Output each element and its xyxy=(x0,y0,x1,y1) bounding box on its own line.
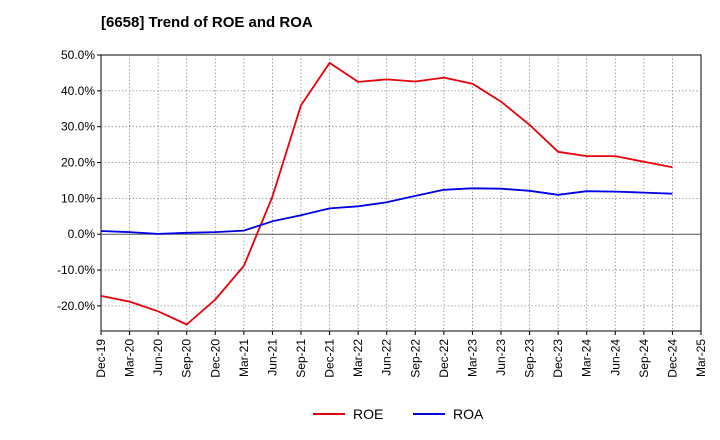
x-tick-label: Dec-19 xyxy=(94,339,108,378)
x-tick-label: Jun-20 xyxy=(151,339,165,376)
x-tick-label: Mar-23 xyxy=(465,339,479,377)
x-tick-label: Sep-22 xyxy=(408,339,422,378)
x-tick-label: Jun-24 xyxy=(608,339,622,376)
x-tick-label: Dec-22 xyxy=(437,339,451,378)
y-tick-label: 20.0% xyxy=(61,156,95,170)
series-line-roe xyxy=(100,62,673,326)
x-tick-label: Sep-23 xyxy=(523,339,537,378)
legend-label-roa: ROA xyxy=(453,406,484,422)
x-tick-label: Dec-21 xyxy=(323,339,337,378)
x-tick-label: Dec-24 xyxy=(665,339,679,378)
y-axis-ticks: 50.0% 40.0% 30.0% 20.0% 10.0% 0.0% -10.0% -20.0… xyxy=(57,48,101,313)
x-tick-label: Dec-23 xyxy=(551,339,565,378)
legend: ROE ROA xyxy=(313,406,484,422)
y-tick-label: 40.0% xyxy=(61,84,95,98)
x-tick-label: Mar-21 xyxy=(237,339,251,377)
x-tick-label: Sep-21 xyxy=(294,339,308,378)
x-tick-label: Sep-24 xyxy=(637,339,651,378)
y-tick-label: -10.0% xyxy=(57,263,95,277)
x-tick-label: Mar-20 xyxy=(123,339,137,377)
y-tick-label: 10.0% xyxy=(61,191,95,205)
x-tick-label: Dec-20 xyxy=(208,339,222,378)
x-tick-label: Mar-25 xyxy=(694,339,708,377)
x-tick-label: Jun-23 xyxy=(494,339,508,376)
x-tick-label: Jun-21 xyxy=(265,339,279,376)
chart-title: [6658] Trend of ROE and ROA xyxy=(101,14,313,31)
x-tick-label: Sep-20 xyxy=(180,339,194,378)
grid-lines xyxy=(101,55,701,331)
y-tick-label: 50.0% xyxy=(61,48,95,62)
plot-area xyxy=(100,54,702,332)
y-tick-label: -20.0% xyxy=(57,299,95,313)
x-axis-ticks: Dec-19 Mar-20 Jun-20 Sep-20 Dec-20 Mar-21 Jun-… xyxy=(94,331,708,378)
y-tick-label: 0.0% xyxy=(68,227,96,241)
legend-label-roe: ROE xyxy=(353,406,383,422)
x-tick-label: Jun-22 xyxy=(380,339,394,376)
x-tick-label: Mar-22 xyxy=(351,339,365,377)
series-lines xyxy=(100,62,673,326)
x-tick-label: Mar-24 xyxy=(580,339,594,377)
series-line-roa xyxy=(100,187,673,235)
y-tick-label: 30.0% xyxy=(61,120,95,134)
